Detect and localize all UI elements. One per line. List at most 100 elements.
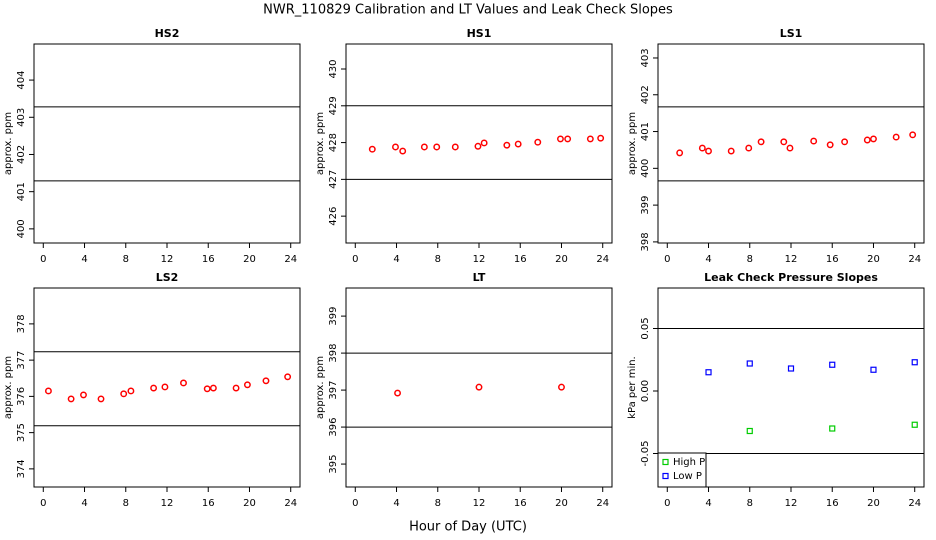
x-tick-label: 20: [555, 498, 568, 509]
panel-title: LT: [473, 271, 486, 284]
data-point: [746, 360, 753, 367]
y-axis-label: approx. ppm: [3, 356, 14, 419]
x-tick-label: 24: [596, 254, 609, 265]
legend-marker: [662, 458, 669, 466]
x-tick-label: 16: [202, 498, 215, 509]
y-tick-label: -0.05: [640, 441, 651, 467]
data-point: [826, 141, 834, 149]
data-point: [474, 142, 482, 150]
data-point: [558, 383, 565, 391]
y-axis-label: approx. ppm: [627, 112, 638, 175]
y-tick-label: 397: [328, 381, 339, 400]
y-axis-label: approx. ppm: [315, 356, 326, 419]
data-point: [80, 391, 87, 399]
data-point: [780, 138, 788, 146]
x-tick-label: 4: [705, 498, 711, 509]
x-tick-label: 0: [664, 498, 670, 509]
x-tick-label: 8: [123, 498, 129, 509]
y-tick-label: 377: [16, 351, 27, 370]
y-tick-label: 430: [328, 59, 339, 78]
legend-box: [657, 452, 707, 488]
y-tick-label: 402: [16, 145, 27, 164]
y-tick-label: 378: [16, 314, 27, 333]
x-tick-label: 24: [596, 498, 609, 509]
data-point: [787, 365, 795, 372]
x-tick-label: 20: [867, 254, 880, 265]
data-point: [262, 377, 270, 385]
x-tick-label: 0: [40, 254, 46, 265]
legend-label: Low P: [673, 471, 702, 482]
panel-title: LS2: [156, 271, 179, 284]
x-tick-label: 16: [514, 254, 527, 265]
panel-title: HS2: [155, 27, 180, 40]
x-tick-label: 8: [747, 498, 753, 509]
x-tick-label: 12: [473, 254, 486, 265]
data-point: [67, 395, 75, 403]
data-point: [243, 381, 251, 389]
x-tick-label: 12: [473, 498, 486, 509]
data-point: [368, 145, 376, 153]
data-point: [556, 135, 564, 143]
data-point: [514, 140, 522, 148]
data-point: [892, 133, 900, 141]
data-point: [597, 134, 605, 142]
x-tick-label: 8: [123, 254, 129, 265]
x-tick-label: 4: [705, 254, 711, 265]
data-point: [180, 379, 187, 387]
y-tick-label: 396: [328, 418, 339, 437]
data-point: [727, 147, 735, 155]
x-tick-label: 8: [435, 498, 441, 509]
x-tick-label: 0: [352, 498, 358, 509]
x-tick-label: 24: [284, 254, 297, 265]
x-tick-label: 4: [393, 254, 399, 265]
data-point: [586, 135, 594, 143]
x-tick-label: 24: [908, 498, 921, 509]
data-point: [392, 143, 399, 151]
y-tick-label: 374: [16, 459, 27, 478]
y-tick-label: 429: [328, 96, 339, 115]
data-point: [870, 366, 877, 373]
x-tick-label: 4: [81, 498, 87, 509]
data-point: [810, 137, 818, 145]
y-tick-label: 401: [640, 122, 651, 141]
y-tick-label: 400: [16, 219, 27, 238]
panel-title: Leak Check Pressure Slopes: [704, 271, 878, 284]
data-point: [564, 135, 572, 143]
x-tick-label: 8: [435, 254, 441, 265]
data-point: [399, 147, 407, 155]
legend-marker: [662, 472, 669, 480]
x-tick-label: 12: [785, 498, 798, 509]
legend-label: High P: [673, 457, 705, 468]
y-tick-label: 427: [328, 170, 339, 189]
x-tick-label: 20: [243, 254, 256, 265]
y-axis-label: kPa per min.: [627, 356, 638, 419]
y-tick-label: 403: [640, 48, 651, 67]
data-point: [841, 138, 849, 146]
x-tick-label: 20: [867, 498, 880, 509]
data-point: [394, 389, 402, 397]
panel-title: HS1: [467, 27, 492, 40]
x-tick-label: 24: [908, 254, 921, 265]
y-tick-label: 403: [16, 108, 27, 127]
chart-title: NWR_110829 Calibration and LT Values and…: [263, 3, 673, 18]
data-point: [97, 395, 105, 403]
x-axis-label: Hour of Day (UTC): [409, 520, 527, 535]
y-tick-label: 0.05: [640, 317, 651, 339]
x-tick-label: 16: [826, 498, 839, 509]
y-tick-label: 376: [16, 387, 27, 406]
data-point: [705, 147, 712, 155]
data-point: [232, 384, 240, 392]
y-tick-label: 428: [328, 133, 339, 152]
data-point: [127, 387, 135, 395]
data-point: [203, 385, 211, 393]
data-point: [480, 139, 488, 147]
data-point: [120, 390, 128, 398]
data-point: [863, 136, 871, 144]
panel-title: LS1: [780, 27, 803, 40]
y-axis-label: approx. ppm: [315, 112, 326, 175]
data-point: [433, 143, 441, 151]
y-tick-label: 426: [328, 207, 339, 226]
x-tick-label: 0: [40, 498, 46, 509]
data-point: [150, 384, 158, 392]
